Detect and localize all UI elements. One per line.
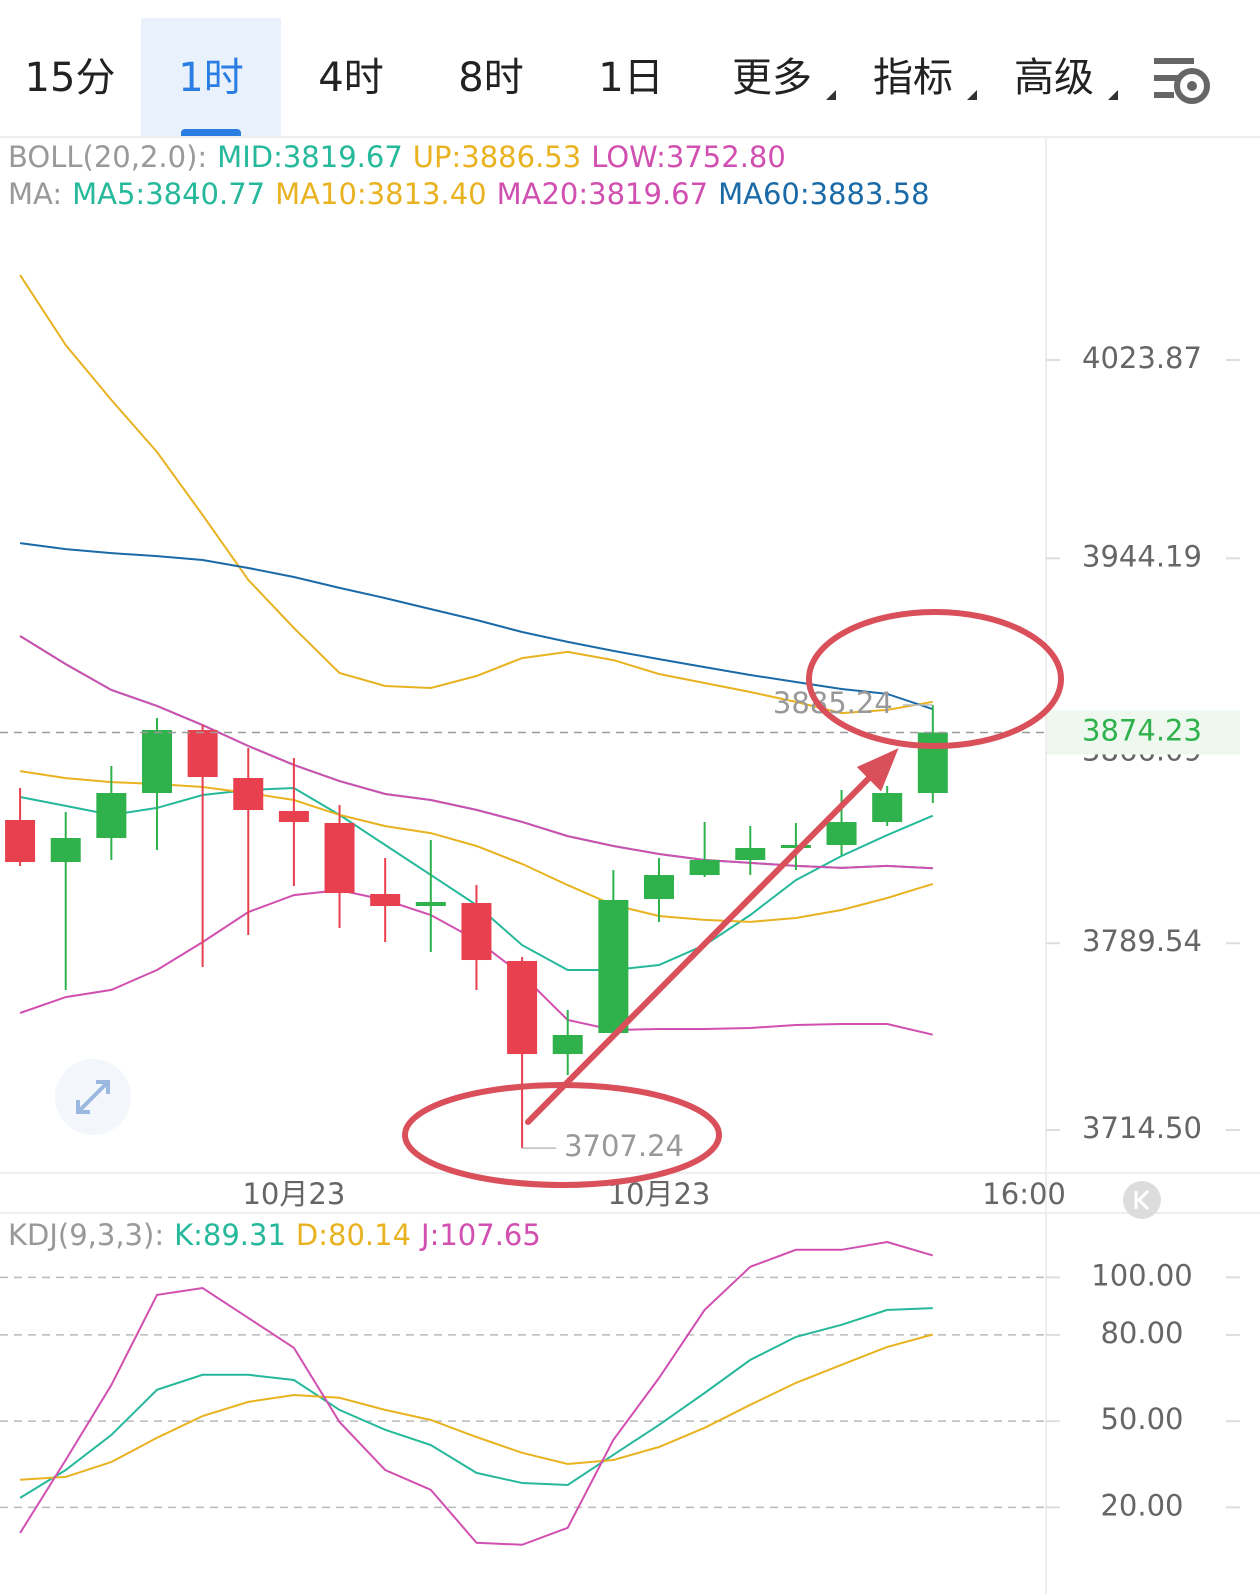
legend-entry: MA5:3840.77 xyxy=(72,177,266,211)
candle-body xyxy=(917,732,948,794)
scroll-back-button[interactable] xyxy=(1123,1181,1161,1219)
candle-body xyxy=(50,838,81,862)
tab[interactable]: 高级 xyxy=(984,18,1124,136)
legend-entry: MA10:3813.40 xyxy=(275,177,487,211)
legend-entry: UP:3886.53 xyxy=(412,140,582,174)
x-tick-label: 10月23 xyxy=(242,1177,345,1211)
ma-header: MA: MA5:3840.77 MA10:3813.40 MA20:3819.67 MA… xyxy=(8,177,940,211)
legend-entry: J:107.65 xyxy=(421,1218,541,1252)
candle-body xyxy=(370,894,401,907)
circle-annotation xyxy=(806,609,1064,749)
indicator-line xyxy=(19,274,933,715)
tab[interactable]: 1时 xyxy=(141,18,281,136)
tab[interactable]: 指标 xyxy=(843,18,983,136)
boll-header: BOLL(20,2.0): MID:3819.67 UP:3886.53 LOW:37… xyxy=(8,140,796,174)
candle-body xyxy=(96,793,127,839)
header-label: KDJ(9,3,3): xyxy=(8,1218,165,1252)
y-tick-label: 4023.87 xyxy=(1082,341,1202,375)
y-tick-label: 3714.50 xyxy=(1082,1111,1202,1145)
candle-body xyxy=(5,820,36,862)
kdj-line xyxy=(19,1240,934,1546)
legend-entry: MID:3819.67 xyxy=(217,140,403,174)
candle-body xyxy=(598,900,629,1034)
icon-settings[interactable] xyxy=(1154,58,1210,104)
candle-body xyxy=(233,777,264,811)
x-tick-label: 16:00 xyxy=(982,1177,1066,1211)
y-tick-label: 100.00 xyxy=(1091,1258,1192,1292)
y-tick-label: 20.00 xyxy=(1100,1488,1183,1522)
icon xyxy=(1134,1189,1150,1211)
candle-body xyxy=(324,822,355,894)
icon-part xyxy=(1187,81,1197,91)
last-price-label: 3874.23 xyxy=(1082,713,1202,747)
arrow-head xyxy=(856,748,899,792)
y-tick-label: 3944.19 xyxy=(1082,539,1202,573)
header-label: MA: xyxy=(8,177,63,211)
candle-body xyxy=(415,901,446,907)
candle-body xyxy=(187,730,218,778)
high-label: 3885.24 xyxy=(773,686,893,720)
icon-part xyxy=(1154,92,1174,98)
y-tick-label: 3789.54 xyxy=(1082,924,1202,958)
y-tick-label: 80.00 xyxy=(1100,1316,1183,1350)
icon xyxy=(76,1080,110,1114)
kdj-line xyxy=(19,1307,933,1499)
indicator-line xyxy=(19,542,934,711)
icon-part xyxy=(1174,68,1210,104)
icon-part xyxy=(1154,58,1194,64)
tab[interactable]: 4时 xyxy=(318,55,384,101)
candle-body xyxy=(780,844,811,849)
candle-body xyxy=(735,848,766,861)
kdj-line xyxy=(20,1333,934,1481)
tab-bar: 15分 1时 4时 8时 1日 更多 指标 高级 xyxy=(0,0,1260,138)
icon-part xyxy=(1154,75,1178,81)
arrow xyxy=(525,769,878,1125)
annotation xyxy=(402,609,1064,1188)
header-label: BOLL(20,2.0): xyxy=(8,140,208,174)
expand-button[interactable] xyxy=(55,1059,131,1135)
y-tick-label: 50.00 xyxy=(1100,1402,1183,1436)
legend-entry: MA60:3883.58 xyxy=(718,177,930,211)
candle-body xyxy=(141,730,172,794)
tab[interactable]: 15分 xyxy=(24,55,116,101)
tab[interactable]: 1日 xyxy=(598,55,664,101)
candle-body xyxy=(278,811,309,823)
candle-body xyxy=(552,1035,583,1055)
indicator-line xyxy=(19,770,934,923)
tab[interactable]: 8时 xyxy=(458,55,524,101)
candle-body xyxy=(872,793,903,823)
candle-body xyxy=(461,903,492,961)
candle-body xyxy=(689,860,720,876)
candle-body xyxy=(826,822,857,845)
candle-body xyxy=(643,875,674,900)
candle-body xyxy=(507,961,538,1055)
legend-entry: LOW:3752.80 xyxy=(591,140,786,174)
button-bg xyxy=(1123,1181,1161,1219)
legend-entry: K:89.31 xyxy=(174,1218,286,1252)
last-price-bg xyxy=(1047,710,1240,755)
kdj-header: KDJ(9,3,3): K:89.31 D:80.14 J:107.65 xyxy=(8,1218,551,1252)
low-label: 3707.24 xyxy=(564,1129,684,1163)
legend-entry: D:80.14 xyxy=(295,1218,412,1252)
marks: 4023.873944.193866.093789.543714.5010月23… xyxy=(0,274,1240,1546)
legend-entry: MA20:3819.67 xyxy=(496,177,709,211)
tab[interactable]: 更多 xyxy=(702,18,842,136)
